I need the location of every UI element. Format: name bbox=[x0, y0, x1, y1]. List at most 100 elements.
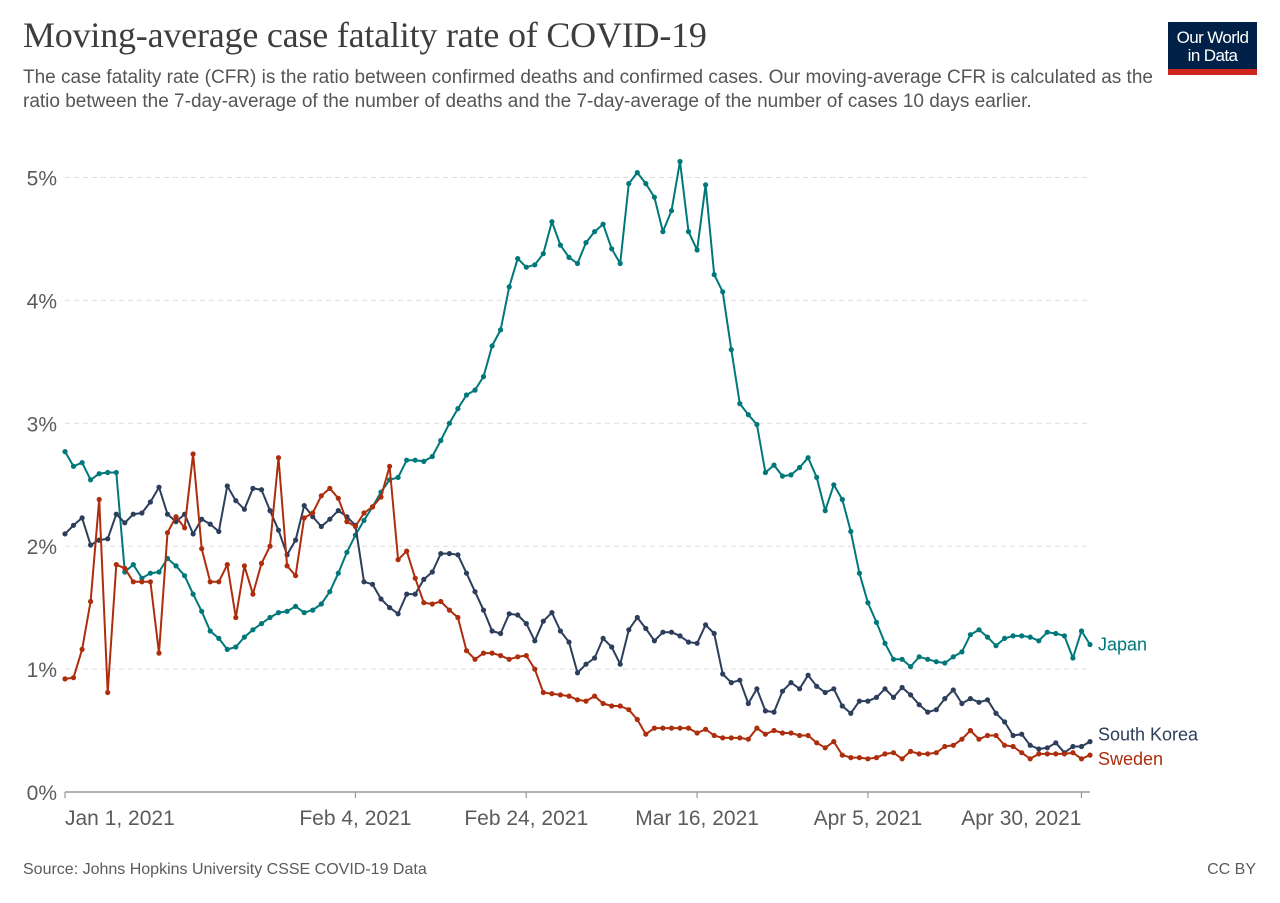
sweden-point bbox=[993, 732, 999, 739]
south-korea-point bbox=[984, 697, 991, 703]
sweden-point bbox=[310, 510, 316, 516]
japan-point bbox=[1061, 633, 1067, 639]
south-korea-line bbox=[64, 485, 1091, 754]
sweden-point bbox=[173, 514, 179, 520]
sweden-point bbox=[344, 519, 350, 525]
sweden-point bbox=[113, 562, 119, 568]
japan-point bbox=[1036, 638, 1042, 644]
south-korea-point bbox=[395, 611, 401, 617]
sweden-point bbox=[1027, 756, 1033, 762]
y-tick-label: 5% bbox=[27, 168, 57, 191]
sweden-point bbox=[839, 752, 845, 758]
south-korea-point bbox=[429, 569, 435, 575]
south-korea-point bbox=[241, 506, 247, 512]
japan-point bbox=[634, 170, 640, 176]
japan-point bbox=[600, 221, 606, 227]
x-tick-label: Apr 5, 2021 bbox=[814, 807, 923, 830]
sweden-point bbox=[515, 654, 521, 660]
sweden-point bbox=[762, 731, 769, 737]
japan-point bbox=[515, 256, 521, 262]
japan-point bbox=[532, 262, 538, 268]
japan-point bbox=[224, 646, 230, 653]
japan-point bbox=[831, 482, 837, 488]
south-korea-point bbox=[668, 629, 675, 635]
south-korea-point bbox=[779, 688, 786, 694]
south-korea-point bbox=[626, 627, 632, 633]
sweden-point bbox=[703, 726, 709, 732]
sweden-point bbox=[241, 563, 247, 569]
sweden-point bbox=[156, 650, 162, 656]
series-label-japan[interactable]: Japan bbox=[1098, 635, 1147, 655]
sweden-point bbox=[549, 691, 555, 697]
japan-point bbox=[318, 601, 324, 607]
sweden-point bbox=[395, 557, 401, 563]
japan-point bbox=[1002, 635, 1008, 642]
series-label-sweden[interactable]: Sweden bbox=[1098, 749, 1163, 769]
sweden-point bbox=[62, 676, 68, 682]
japan-point bbox=[395, 474, 401, 480]
sweden-point bbox=[574, 697, 581, 703]
south-korea-point bbox=[745, 700, 751, 707]
sweden-point bbox=[771, 727, 777, 734]
japan-point bbox=[344, 549, 350, 555]
japan-point bbox=[480, 374, 487, 380]
sweden-point bbox=[805, 732, 811, 739]
sweden-point bbox=[916, 751, 922, 757]
south-korea-point bbox=[728, 680, 734, 686]
sweden-point bbox=[327, 485, 333, 491]
south-korea-point bbox=[1010, 732, 1016, 739]
x-tick-label: Feb 24, 2021 bbox=[464, 807, 588, 830]
japan-point bbox=[412, 457, 418, 463]
south-korea-point bbox=[856, 698, 863, 704]
japan-point bbox=[925, 656, 931, 662]
japan-point bbox=[822, 508, 828, 514]
owid-logo[interactable]: Our World in Data bbox=[1168, 22, 1257, 75]
japan-point bbox=[839, 496, 845, 503]
japan-point bbox=[310, 607, 316, 613]
license-link[interactable]: CC BY bbox=[1207, 861, 1256, 878]
sweden-point bbox=[831, 739, 837, 745]
south-korea-point bbox=[643, 625, 649, 632]
series-sweden[interactable] bbox=[62, 451, 1093, 762]
south-korea-point bbox=[660, 629, 666, 635]
grid-lines bbox=[65, 177, 1090, 670]
japan-point bbox=[1078, 628, 1085, 634]
series-japan[interactable] bbox=[62, 158, 1093, 670]
japan-point bbox=[916, 654, 922, 660]
sweden-point bbox=[754, 725, 760, 731]
south-korea-point bbox=[216, 528, 222, 535]
sweden-point bbox=[925, 751, 931, 757]
sweden-point bbox=[720, 735, 726, 741]
series-label-south-korea[interactable]: South Korea bbox=[1098, 725, 1199, 745]
south-korea-point bbox=[677, 633, 683, 639]
south-korea-point bbox=[557, 628, 564, 634]
sweden-point bbox=[797, 732, 803, 739]
japan-point bbox=[96, 471, 102, 477]
south-korea-point bbox=[822, 689, 828, 696]
sweden-point bbox=[361, 510, 367, 516]
japan-point bbox=[173, 563, 179, 569]
japan-point bbox=[882, 640, 888, 646]
south-korea-point bbox=[950, 687, 956, 693]
sweden-point bbox=[506, 656, 512, 662]
japan-point bbox=[685, 229, 692, 235]
south-korea-point bbox=[720, 671, 726, 677]
south-korea-point bbox=[156, 484, 162, 490]
south-korea-point bbox=[831, 686, 837, 692]
south-korea-point bbox=[301, 503, 307, 509]
series-south-korea[interactable] bbox=[62, 483, 1093, 756]
japan-point bbox=[113, 469, 119, 476]
japan-point bbox=[216, 635, 222, 642]
south-korea-point bbox=[993, 710, 999, 716]
sweden-point bbox=[216, 579, 222, 585]
sweden-point bbox=[933, 750, 939, 756]
sweden-point bbox=[1010, 743, 1016, 750]
japan-line bbox=[64, 160, 1091, 668]
sweden-point bbox=[617, 703, 623, 709]
south-korea-point bbox=[88, 542, 94, 548]
sweden-point bbox=[498, 653, 504, 659]
japan-point bbox=[327, 589, 333, 595]
south-korea-point bbox=[754, 686, 760, 692]
japan-point bbox=[848, 528, 854, 535]
japan-point bbox=[566, 254, 572, 260]
